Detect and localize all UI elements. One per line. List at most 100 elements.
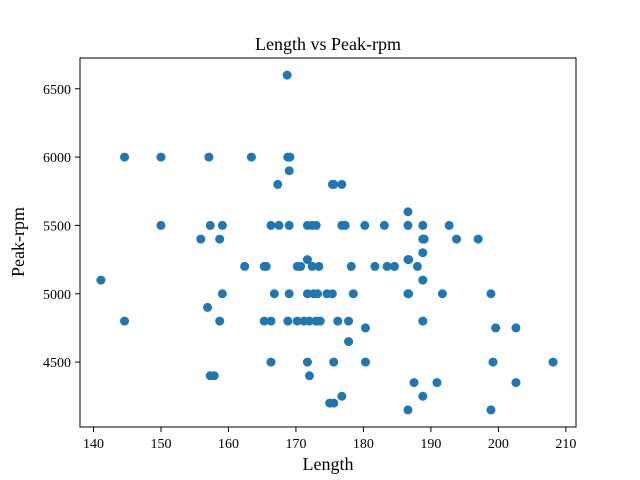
data-point-35: [292, 316, 302, 326]
data-point-45: [313, 289, 323, 299]
data-point-97: [488, 357, 498, 367]
x-tick-label: 160: [218, 437, 239, 452]
data-point-69: [360, 357, 370, 367]
y-tick-label: 5500: [43, 219, 71, 234]
data-point-91: [437, 289, 447, 299]
data-point-65: [346, 261, 356, 271]
y-tick-label: 5000: [43, 288, 71, 303]
data-point-44: [311, 220, 321, 230]
data-point-22: [266, 357, 276, 367]
data-point-34: [296, 261, 306, 271]
data-point-63: [344, 316, 354, 326]
data-point-32: [284, 220, 294, 230]
data-point-12: [215, 316, 225, 326]
data-point-95: [486, 289, 496, 299]
data-point-21: [266, 316, 276, 326]
points-layer: [96, 70, 558, 415]
data-point-52: [327, 289, 337, 299]
data-point-80: [403, 405, 413, 415]
data-point-98: [491, 323, 501, 333]
data-point-4: [156, 220, 166, 230]
data-point-64: [344, 337, 354, 347]
data-point-5: [196, 234, 206, 244]
data-point-101: [548, 357, 558, 367]
data-point-19: [259, 316, 269, 326]
data-point-27: [284, 166, 294, 176]
y-axis-title: Peak-rpm: [8, 207, 28, 277]
data-point-72: [382, 261, 392, 271]
data-point-74: [403, 207, 413, 217]
data-point-29: [274, 220, 284, 230]
data-point-2: [120, 316, 130, 326]
x-tick-label: 150: [150, 437, 171, 452]
data-point-90: [432, 378, 442, 388]
data-point-67: [360, 220, 370, 230]
data-point-48: [311, 316, 321, 326]
data-point-8: [205, 220, 215, 230]
data-point-82: [412, 261, 422, 271]
data-point-40: [304, 316, 314, 326]
data-point-16: [246, 152, 256, 162]
data-point-75: [403, 220, 413, 230]
data-point-50: [304, 371, 314, 381]
y-tick-label: 6500: [43, 83, 71, 98]
data-point-94: [473, 234, 483, 244]
data-point-31: [284, 289, 294, 299]
data-point-55: [329, 357, 339, 367]
data-point-41: [307, 261, 317, 271]
data-point-99: [511, 323, 521, 333]
data-point-18: [261, 261, 271, 271]
data-point-61: [340, 220, 350, 230]
data-point-6: [203, 302, 213, 312]
data-point-62: [337, 391, 347, 401]
data-point-58: [333, 316, 343, 326]
data-point-28: [285, 152, 295, 162]
data-point-13: [217, 220, 227, 230]
data-point-54: [329, 179, 339, 189]
data-point-87: [418, 316, 428, 326]
data-point-93: [452, 234, 462, 244]
data-point-83: [418, 220, 428, 230]
data-point-81: [409, 378, 419, 388]
data-point-86: [418, 275, 428, 285]
data-point-15: [240, 261, 250, 271]
x-axis: 140 150 160 170 180 190 200 210: [83, 427, 576, 452]
data-point-89: [419, 234, 429, 244]
data-point-78: [404, 255, 414, 265]
x-tick-label: 180: [353, 437, 374, 452]
data-point-57: [329, 398, 339, 408]
data-point-3: [156, 152, 166, 162]
x-tick-label: 140: [83, 437, 104, 452]
data-point-10: [209, 371, 219, 381]
data-point-66: [348, 289, 358, 299]
data-point-100: [511, 378, 521, 388]
data-point-59: [337, 179, 347, 189]
data-point-70: [370, 261, 380, 271]
data-point-71: [379, 220, 389, 230]
data-point-79: [404, 289, 414, 299]
x-axis-title: Length: [303, 454, 354, 474]
y-tick-label: 4500: [43, 356, 71, 371]
data-point-49: [302, 357, 312, 367]
data-point-68: [360, 323, 370, 333]
x-tick-label: 190: [420, 437, 441, 452]
plot-frame: [79, 57, 577, 428]
data-point-88: [418, 391, 428, 401]
data-point-92: [444, 220, 454, 230]
data-point-46: [314, 261, 324, 271]
data-point-0: [96, 275, 106, 285]
data-point-73: [389, 261, 399, 271]
data-point-25: [282, 70, 292, 80]
data-point-24: [273, 179, 283, 189]
data-point-23: [269, 289, 279, 299]
data-point-30: [283, 316, 293, 326]
y-axis: 4500 5000 5500 6000 6500: [43, 83, 80, 371]
x-tick-label: 200: [488, 437, 509, 452]
data-point-7: [204, 152, 214, 162]
data-point-20: [266, 220, 276, 230]
data-point-96: [486, 405, 496, 415]
x-tick-label: 210: [555, 437, 576, 452]
x-tick-label: 170: [285, 437, 306, 452]
chart-title: Length vs Peak-rpm: [255, 34, 401, 54]
